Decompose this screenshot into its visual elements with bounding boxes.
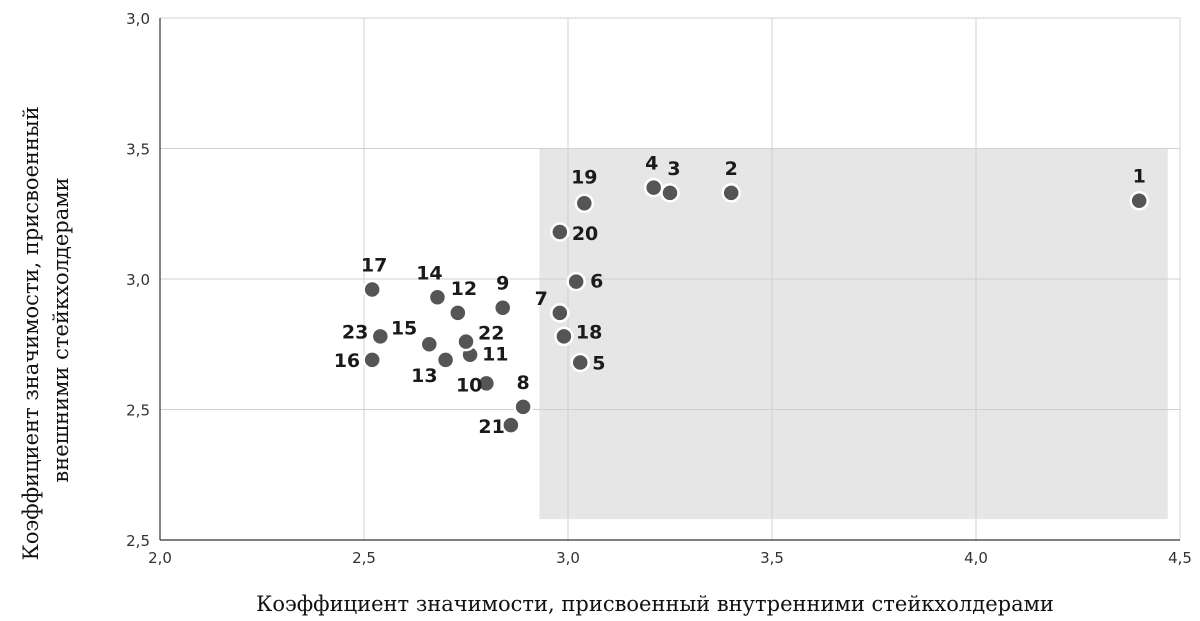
point-label-11: 11 <box>482 344 508 366</box>
y-tick-label: 2,5 <box>126 402 150 420</box>
data-point-19 <box>574 193 595 214</box>
data-point-20 <box>550 222 570 242</box>
data-point-7 <box>550 303 570 323</box>
point-label-5: 5 <box>592 353 605 375</box>
data-point-13 <box>435 350 456 370</box>
x-tick-label: 2,0 <box>148 549 172 567</box>
y-axis-title-line-1: Коэффициент значимости, присвоенный <box>19 106 43 560</box>
data-point-23 <box>370 326 391 347</box>
point-label-20: 20 <box>572 223 598 245</box>
y-tick-label: 3,0 <box>126 271 150 289</box>
point-label-9: 9 <box>496 273 509 295</box>
point-label-12: 12 <box>451 278 477 300</box>
data-point-17 <box>362 279 382 300</box>
point-label-3: 3 <box>667 158 680 180</box>
y-tick-label: 3,0 <box>126 10 150 28</box>
data-point-21 <box>501 415 521 435</box>
point-label-23: 23 <box>342 321 368 343</box>
highlight-region <box>539 148 1168 520</box>
x-tick-label: 4,0 <box>964 549 988 567</box>
data-point-1 <box>1129 190 1149 211</box>
data-point-5 <box>570 352 590 373</box>
y-tick-label: 2,5 <box>126 532 150 550</box>
data-point-6 <box>566 271 586 292</box>
point-label-21: 21 <box>478 416 504 438</box>
point-label-17: 17 <box>361 254 387 276</box>
point-label-14: 14 <box>416 262 442 284</box>
data-point-8 <box>513 397 533 417</box>
data-point-14 <box>427 287 448 308</box>
point-label-18: 18 <box>576 321 602 343</box>
data-point-18 <box>554 326 574 347</box>
point-label-2: 2 <box>725 158 738 180</box>
y-axis-title: Коэффициент значимости, присвоенный внеш… <box>19 100 73 561</box>
data-point-12 <box>448 303 468 323</box>
point-label-19: 19 <box>571 166 597 188</box>
x-axis-title: Коэффициент значимости, присвоенный внут… <box>256 592 1054 616</box>
point-label-6: 6 <box>590 271 603 293</box>
x-tick-label: 4,5 <box>1168 549 1192 567</box>
point-label-7: 7 <box>535 288 548 310</box>
y-axis-title-line-2: внешними стейкхолдерами <box>49 177 73 482</box>
point-label-8: 8 <box>517 372 530 394</box>
data-point-3 <box>660 183 680 203</box>
point-label-16: 16 <box>334 350 360 372</box>
data-point-22 <box>456 331 476 352</box>
point-label-15: 15 <box>391 317 417 339</box>
x-tick-label: 3,0 <box>556 549 580 567</box>
point-label-13: 13 <box>411 365 437 387</box>
point-label-22: 22 <box>478 323 504 345</box>
point-label-10: 10 <box>456 374 482 396</box>
data-point-16 <box>362 350 382 370</box>
data-point-4 <box>643 177 664 198</box>
x-tick-label: 3,5 <box>760 549 784 567</box>
data-point-2 <box>721 183 741 203</box>
point-label-1: 1 <box>1133 166 1146 188</box>
y-tick-label: 3,5 <box>126 141 150 159</box>
x-tick-label: 2,5 <box>352 549 376 567</box>
data-point-10 <box>476 373 497 394</box>
point-label-4: 4 <box>645 153 658 175</box>
data-point-15 <box>419 334 440 354</box>
data-point-9 <box>492 297 513 318</box>
